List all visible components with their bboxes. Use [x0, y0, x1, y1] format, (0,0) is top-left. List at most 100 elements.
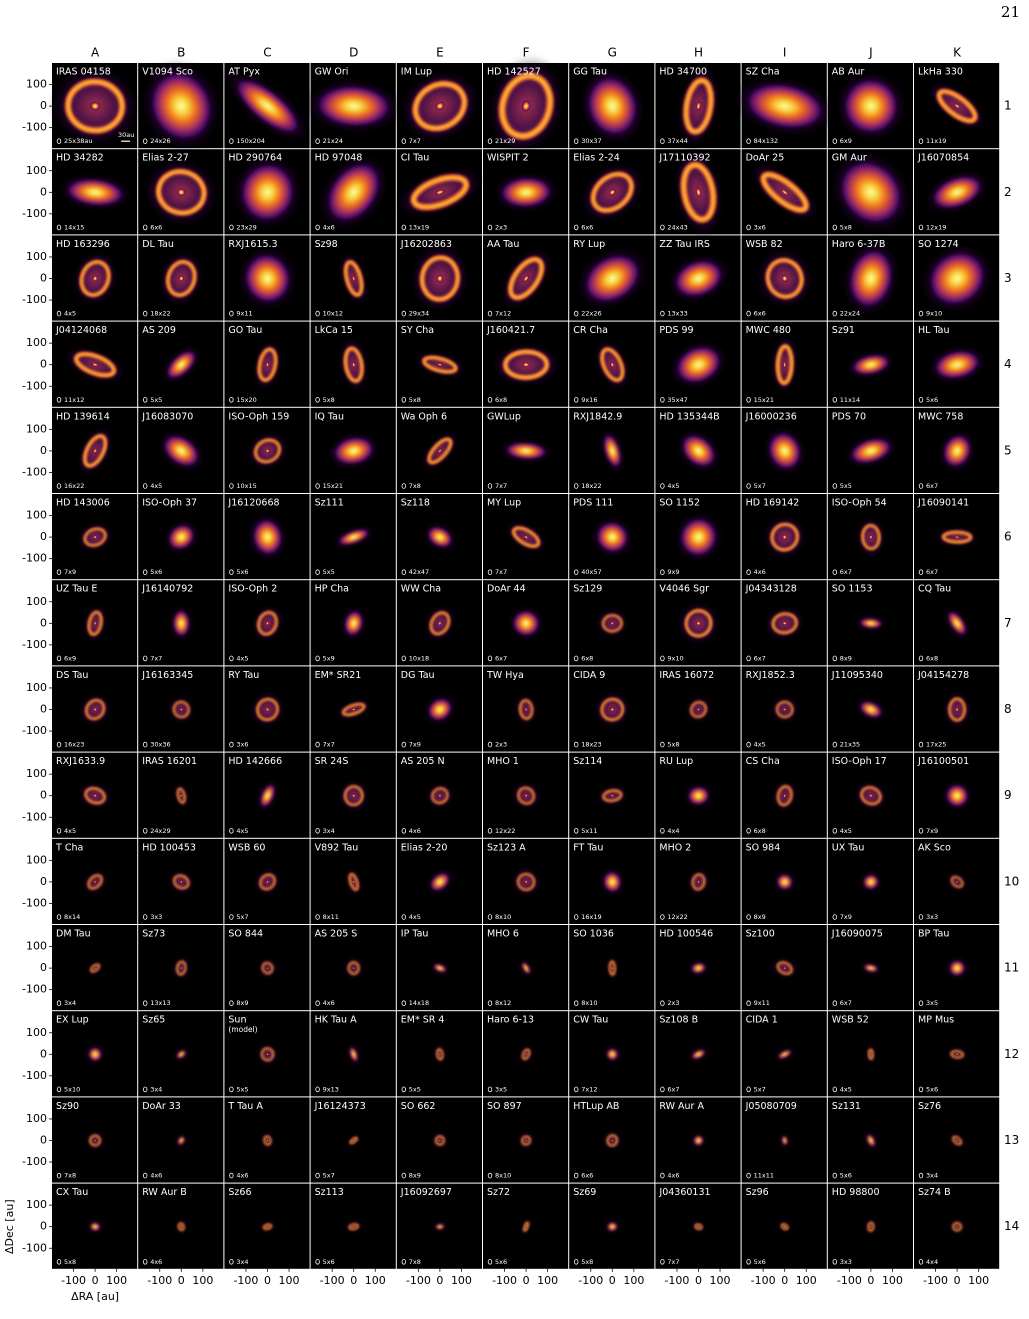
disk-image [600, 868, 624, 896]
disk-panel: CW Tau 7x12 [569, 1011, 655, 1097]
disk-center [93, 794, 97, 798]
disk-blob [430, 873, 450, 891]
disk-ring-core [601, 348, 624, 381]
source-name: RY Tau [228, 670, 259, 681]
disk-ring-core [504, 350, 548, 379]
disk-image [689, 1048, 708, 1061]
disk-center [524, 707, 528, 712]
disk-image [158, 250, 204, 307]
y-tick-label: 100 [26, 509, 47, 522]
beam-size: 4x5 [667, 482, 679, 490]
beam-size: 5x5 [409, 1085, 421, 1093]
disk-blob [777, 874, 793, 890]
beam [746, 224, 751, 231]
disk-panel: IRAS 04158 25x38au 30au [49, 63, 141, 149]
source-name: CS Cha [746, 756, 780, 767]
disk-blob [863, 874, 879, 889]
disk-ring-core [423, 356, 457, 373]
beam-size: 16x23 [64, 741, 84, 749]
source-name: Sz131 [832, 1101, 861, 1112]
source-name: Sun [228, 1015, 246, 1026]
source-name: HD 98800 [832, 1187, 880, 1198]
beam-size: 6x7 [840, 999, 852, 1007]
beam-size: 29x34 [409, 310, 429, 318]
disk-panel: HD 135344B 4x5 [655, 407, 741, 493]
disk-image [756, 247, 814, 310]
beam-size: 8x9 [840, 654, 852, 662]
beam [918, 224, 924, 231]
beam [401, 138, 406, 144]
disk-image [676, 429, 721, 473]
x-tick-label: 0 [523, 1274, 530, 1287]
disk-center [781, 275, 788, 282]
disk-panel: WW Cha 10x18 [396, 580, 482, 666]
beam-size: 6x8 [926, 654, 938, 662]
disk-blob [66, 178, 124, 206]
disk-panel: AS 209 5x5 [138, 321, 224, 407]
disk-image [255, 869, 280, 894]
source-name: IRAS 04158 [56, 67, 111, 78]
disk-image [427, 783, 453, 808]
beam-size: 6x7 [926, 568, 938, 576]
beam [401, 914, 406, 920]
beam [918, 914, 924, 920]
disk-ring-core [861, 787, 881, 805]
disk-image [947, 1048, 968, 1060]
beam [918, 1000, 924, 1006]
beam-size: 84x132 [754, 137, 779, 145]
beam-size: 18x23 [581, 741, 601, 749]
beam-size: 4x5 [64, 827, 76, 835]
disk-ring-core [766, 259, 803, 298]
beam-size: 3x6 [754, 223, 766, 231]
disk-blob [433, 964, 447, 973]
beam [315, 483, 320, 489]
disk-image [176, 1134, 186, 1147]
disk-image [520, 1046, 532, 1063]
disk-blob [768, 432, 801, 470]
disk-panel: TW Hya 2x3 [483, 666, 569, 752]
source-name: J11095340 [831, 670, 883, 681]
disk-ring-core [345, 261, 363, 296]
x-tick-label: 100 [451, 1274, 472, 1287]
beam [401, 1086, 406, 1093]
disk-center [696, 620, 701, 626]
source-name: J16083070 [141, 411, 193, 422]
x-tick-label: -100 [923, 1274, 948, 1287]
source-name: HD 135344B [659, 411, 719, 422]
disk-panel: IM Lup 7x7 [396, 63, 482, 149]
disk-ring-core [259, 874, 276, 890]
disk-blob [860, 701, 882, 718]
disk-panel: ISO-Oph 17 4x5 [827, 752, 913, 838]
disk-panel: Sz69 5x8 [569, 1183, 655, 1269]
beam-size: 16x19 [581, 913, 601, 921]
disk-panel: J16140792 7x7 [138, 580, 224, 666]
disk-panel: CX Tau 5x8 [52, 1183, 138, 1269]
disk-blob [863, 964, 879, 972]
beam-size: 15x20 [236, 396, 256, 404]
disk-image [597, 787, 628, 805]
beam [56, 1000, 62, 1006]
y-tick-label: 0 [40, 358, 47, 371]
disk-center [180, 794, 183, 798]
beam [487, 1086, 493, 1093]
source-name: CX Tau [56, 1187, 88, 1198]
disk-image [604, 1046, 620, 1062]
beam-size: 4x6 [150, 1172, 162, 1180]
page-number: 21 [1001, 3, 1020, 21]
source-name: RU Lup [659, 756, 693, 767]
disk-panel: CR Cha 9x16 [569, 321, 655, 407]
x-tick-label: 0 [178, 1274, 185, 1287]
disk-image [779, 1222, 790, 1231]
source-name: J16202863 [400, 239, 452, 250]
disk-panel: MHO 6 8x12 [483, 925, 569, 1011]
beam-size: 9x16 [581, 396, 597, 404]
disk-panel: AS 205 S 4x6 [310, 925, 396, 1011]
beam-size: 7x7 [495, 482, 507, 490]
source-name: GM Aur [832, 153, 867, 164]
beam [832, 1258, 837, 1265]
x-tick-label: 0 [92, 1274, 99, 1287]
beam [56, 655, 62, 662]
disk-panel: RW Aur B 4x6 [138, 1183, 224, 1269]
beam [660, 1086, 665, 1093]
beam [918, 827, 924, 834]
